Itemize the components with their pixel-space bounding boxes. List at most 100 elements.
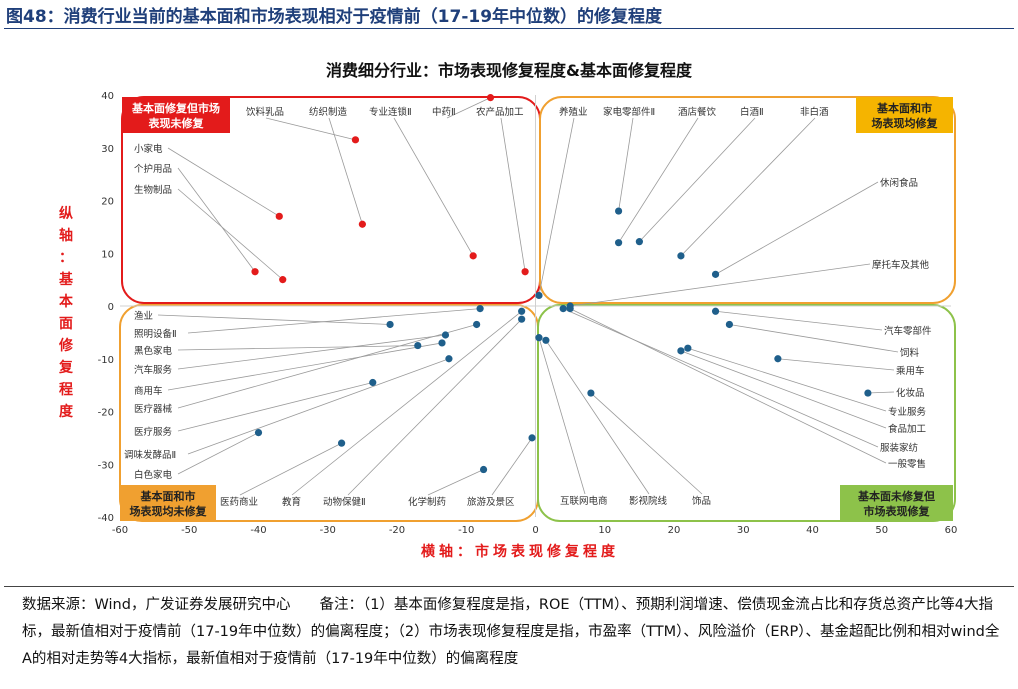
axes (120, 95, 951, 517)
x-tick-label: 0 (532, 525, 538, 536)
leader-lines (157, 97, 899, 496)
leader-line (590, 392, 703, 495)
data-point (438, 339, 446, 347)
data-point (542, 336, 550, 344)
data-point (469, 252, 477, 260)
point-label: 商用车 (134, 385, 163, 397)
data-point (615, 207, 623, 215)
data-point (535, 334, 543, 342)
leader-line (177, 432, 259, 475)
quadrant-label-2: 场表现均修复 (872, 116, 939, 130)
point-label: 专业连锁Ⅱ (369, 106, 412, 118)
x-tick-label: -40 (250, 525, 266, 536)
point-label: 医药商业 (220, 496, 258, 508)
data-point (774, 355, 782, 363)
y-tick-label: 0 (108, 302, 114, 313)
y-tick-label: -20 (98, 408, 114, 419)
quadrant-label-1: 基本面修复但市场 (131, 101, 220, 115)
quadrant-label-4: 市场表现修复 (864, 504, 931, 518)
data-point (864, 389, 872, 397)
leader-line (569, 308, 887, 464)
data-point (677, 347, 685, 355)
leader-line (639, 117, 756, 242)
y-tick-label: 20 (101, 197, 114, 208)
leader-line (347, 318, 522, 496)
leader-line (177, 382, 373, 432)
point-label: 调味发酵品Ⅱ (124, 449, 176, 461)
leader-line (328, 117, 363, 225)
leader-line (177, 188, 283, 280)
x-tick-label: 40 (806, 525, 819, 536)
point-label: 互联网电商 (560, 495, 608, 507)
point-label: 酒店餐饮 (678, 106, 717, 118)
y-tick-label: -10 (98, 355, 114, 366)
point-label: 化学制药 (408, 496, 446, 508)
leader-line (157, 314, 391, 325)
leader-line (680, 117, 816, 257)
data-point (566, 305, 574, 313)
point-label: 非白酒 (800, 106, 829, 118)
leader-line (500, 117, 526, 272)
data-point (528, 434, 536, 442)
point-label: 汽车服务 (134, 364, 173, 376)
leader-line (427, 469, 484, 496)
quadrant-label-4: 基本面未修复但 (857, 489, 935, 503)
y-tick-label: -30 (98, 460, 114, 471)
leader-line (715, 181, 879, 275)
data-point (473, 320, 481, 329)
data-point (254, 429, 263, 437)
point-label: 动物保健Ⅱ (323, 496, 366, 508)
data-point (635, 238, 643, 246)
leader-line (729, 324, 899, 353)
data-point (677, 252, 685, 260)
leader-line (393, 117, 474, 257)
leader-line (187, 308, 481, 334)
point-label: 专业服务 (888, 406, 927, 418)
x-tick-label: -50 (181, 525, 197, 536)
point-label: 服装家纺 (880, 442, 919, 454)
point-label: 白酒Ⅱ (740, 106, 764, 118)
point-label: 纺织制造 (309, 106, 348, 118)
point-label: 照明设备Ⅱ (134, 328, 177, 340)
point-label: 医疗服务 (134, 426, 173, 438)
quadrant-box-4 (537, 304, 956, 522)
quadrant-label-3: 基本面和市 (140, 489, 196, 503)
point-label: 饲料 (900, 347, 920, 359)
data-point (386, 320, 394, 329)
title-divider (4, 28, 1014, 29)
point-label: 饰品 (692, 495, 711, 507)
leader-line (687, 347, 887, 412)
quadrant-label-1: 表现未修复 (148, 116, 205, 130)
leader-line (618, 117, 634, 212)
point-label: 黑色家电 (134, 345, 173, 357)
leader-line (538, 337, 586, 495)
leader-line (563, 308, 879, 448)
point-label: 教育 (282, 496, 301, 508)
data-point (725, 320, 734, 329)
point-label: 化妆品 (896, 387, 925, 399)
data-points (251, 94, 872, 474)
point-label: 休闲食品 (880, 177, 918, 189)
data-point (414, 341, 422, 350)
point-label: 生物制品 (134, 184, 172, 196)
leader-line (291, 310, 522, 496)
y-tick-label: -40 (98, 513, 114, 524)
leader-line (177, 345, 418, 351)
leader-line (491, 437, 533, 496)
data-point (369, 378, 377, 387)
data-point (684, 344, 692, 352)
point-label: 医疗器械 (134, 403, 173, 415)
quadrant-tag-4 (840, 485, 953, 521)
leader-line (867, 391, 895, 394)
x-tick-label: -30 (320, 525, 336, 536)
data-point (535, 291, 543, 300)
data-point (711, 307, 720, 315)
y-tick-label: 40 (101, 91, 114, 102)
leader-line (618, 117, 699, 243)
leader-line (167, 147, 280, 217)
data-point (279, 276, 287, 284)
data-point (445, 355, 453, 363)
leader-line (545, 340, 650, 495)
figure-title: 图48：消费行业当前的基本面和市场表现相对于疫情前（17-19年中位数）的修复程… (6, 7, 663, 27)
